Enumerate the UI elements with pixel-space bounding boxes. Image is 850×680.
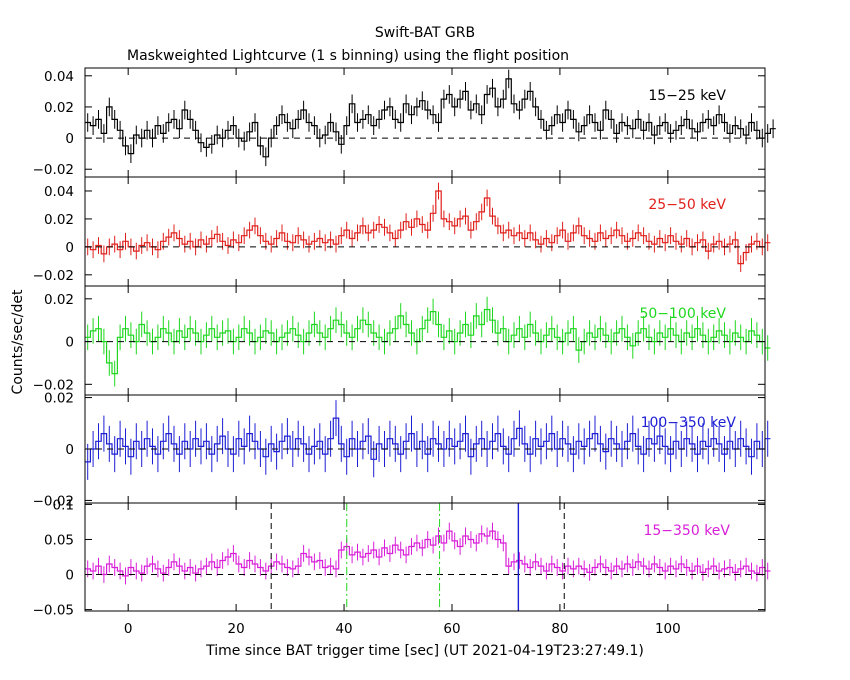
band-label: 15−350 keV <box>643 523 730 539</box>
x-tick-label: 20 <box>228 621 245 637</box>
y-tick-label: −0.02 <box>33 377 74 393</box>
error-bars <box>87 69 774 167</box>
panel-frame <box>84 176 766 287</box>
series-line <box>85 78 776 158</box>
panel-frame <box>84 502 766 612</box>
band-label: 15−25 keV <box>648 88 726 104</box>
y-tick-label: 0 <box>65 442 74 458</box>
y-tick-label: 0.05 <box>44 532 74 548</box>
y-tick-label: −0.02 <box>33 493 74 509</box>
y-axis-label: Counts/sec/det <box>10 289 26 394</box>
y-tick-label: 0.1 <box>53 497 74 513</box>
panels-group: −0.02 0 0.02 0.04 15−25 keV −0.02 0 0.02 0.04 25−… <box>33 67 776 637</box>
error-bars <box>87 400 769 480</box>
y-tick-label: 0.02 <box>44 292 74 308</box>
chart-title: Swift-BAT GRB <box>375 25 475 41</box>
panel-100-350-kev: −0.02 0 0.02 100−350 keV <box>33 391 771 509</box>
y-tick-label: −0.02 <box>33 268 74 284</box>
y-tick-label: −0.02 <box>33 162 74 178</box>
error-bars <box>87 182 769 272</box>
y-tick-label: 0.04 <box>44 69 74 85</box>
x-tick-label: 80 <box>551 621 568 637</box>
y-tick-label: 0.02 <box>44 100 74 116</box>
panel-25-50-kev: −0.02 0 0.02 0.04 25−50 keV <box>33 176 771 287</box>
y-tick-label: 0 <box>65 568 74 584</box>
y-tick-label: 0 <box>65 240 74 256</box>
series-line <box>85 417 771 463</box>
x-tick-label: 40 <box>335 621 352 637</box>
x-axis-label: Time since BAT trigger time [sec] (UT 20… <box>205 643 644 659</box>
band-label: 25−50 keV <box>648 197 726 213</box>
x-tick-label: 60 <box>443 621 460 637</box>
y-tick-label: 0 <box>65 131 74 147</box>
panel-15-25-kev: −0.02 0 0.02 0.04 15−25 keV <box>33 67 776 178</box>
panel-50-100-kev: −0.02 0 0.02 50−100 keV <box>33 285 771 396</box>
series-line <box>85 190 771 265</box>
y-tick-label: 0.02 <box>44 212 74 228</box>
y-tick-label: 0.04 <box>44 184 74 200</box>
series-line <box>85 530 771 577</box>
chart-subtitle: Maskweighted Lightcurve (1 s binning) us… <box>127 48 569 64</box>
y-tick-label: −0.05 <box>33 603 74 619</box>
x-tick-label: 0 <box>124 621 133 637</box>
band-label: 100−350 keV <box>641 415 737 431</box>
panel-frame <box>84 285 766 396</box>
band-label: 50−100 keV <box>639 306 726 322</box>
panel-15-350-kev: −0.05 0 0.05 0.1 15−350 keV <box>33 497 771 619</box>
y-tick-label: 0.02 <box>44 391 74 407</box>
y-tick-label: 0 <box>65 335 74 351</box>
x-tick-label: 100 <box>655 621 681 637</box>
